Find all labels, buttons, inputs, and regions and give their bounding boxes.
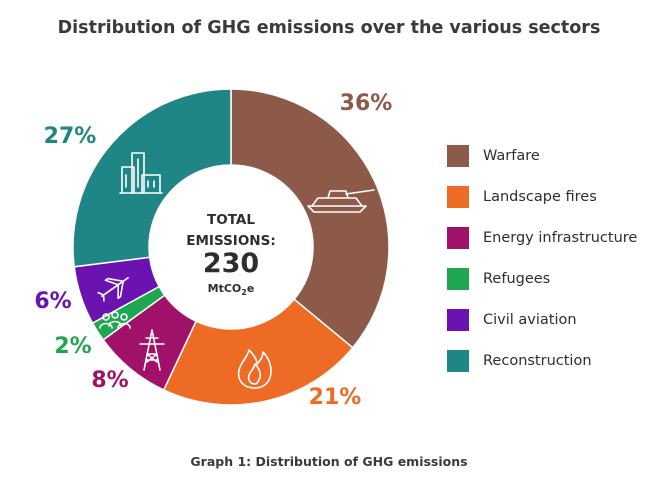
chart-legend: Warfare Landscape fires Energy infrastruct… (447, 135, 637, 381)
legend-label: Landscape fires (483, 188, 597, 205)
people-icon (99, 311, 131, 329)
buildings-icon (119, 152, 163, 194)
pct-label-reconstruction: 27% (44, 124, 97, 149)
pct-label-refugees: 2% (54, 334, 91, 359)
legend-swatch (447, 349, 469, 372)
chart-title: Distribution of GHG emissions over the v… (57, 18, 601, 38)
center-unit-base: MtCO (208, 282, 242, 295)
center-unit-subscript: 2 (241, 288, 247, 297)
legend-label: Civil aviation (483, 311, 577, 328)
legend-item: Warfare (447, 135, 637, 176)
center-total-label: TOTAL (207, 212, 255, 228)
legend-swatch (447, 267, 469, 290)
legend-item: Landscape fires (447, 176, 637, 217)
legend-swatch (447, 185, 469, 208)
legend-item: Refugees (447, 258, 637, 299)
center-unit-suffix: e (247, 282, 254, 295)
chart-caption: Graph 1: Distribution of GHG emissions (190, 454, 468, 469)
legend-swatch (447, 226, 469, 249)
pct-label-landscape-fires: 21% (309, 385, 362, 410)
legend-item: Reconstruction (447, 340, 637, 381)
legend-item: Civil aviation (447, 299, 637, 340)
legend-label: Warfare (483, 147, 540, 164)
pct-label-civil-aviation: 6% (34, 289, 71, 314)
slice-reconstruction (72, 88, 232, 268)
pct-label-energy-infrastructure: 8% (91, 368, 128, 393)
slice-warfare (230, 88, 390, 349)
center-unit: MtCO2e (208, 282, 255, 297)
legend-label: Energy infrastructure (483, 229, 638, 246)
pct-label-warfare: 36% (340, 91, 393, 116)
power-pylon-icon (139, 329, 165, 371)
airplane-icon (97, 277, 129, 302)
fire-icon (237, 349, 272, 389)
center-emissions-label: EMISSIONS: (186, 233, 275, 249)
legend-label: Refugees (483, 270, 551, 287)
legend-swatch (447, 308, 469, 331)
legend-label: Reconstruction (483, 352, 592, 369)
slice-landscape-fires (162, 298, 354, 406)
tank-icon (307, 189, 375, 213)
legend-item: Energy infrastructure (447, 217, 637, 258)
legend-swatch (447, 144, 469, 167)
center-total-value: 230 (203, 248, 259, 279)
